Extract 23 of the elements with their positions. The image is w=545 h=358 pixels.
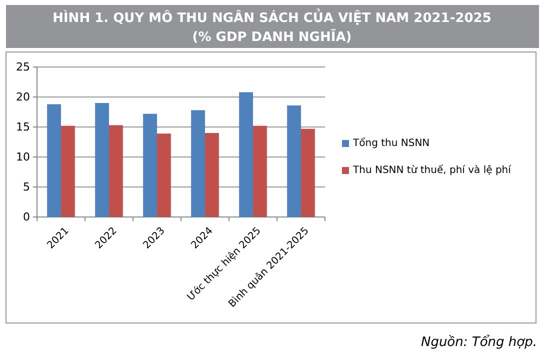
y-tick-label: 10	[16, 150, 30, 164]
bar	[143, 114, 157, 217]
bar	[109, 125, 123, 217]
bar	[253, 126, 267, 217]
bar	[47, 104, 61, 217]
bar	[157, 134, 171, 217]
y-tick-label: 15	[16, 120, 30, 134]
bar	[205, 133, 219, 217]
chart-subtitle: (% GDP DANH NGHĨA)	[192, 28, 352, 45]
y-tick-label: 20	[16, 90, 30, 104]
text: Nguồn: Tổng hợp.	[420, 334, 537, 350]
bar	[95, 103, 109, 217]
bar	[239, 92, 253, 217]
legend-label: Thu NSNN từ thuế, phí và lệ phí	[352, 164, 512, 176]
y-tick-label: 25	[16, 60, 30, 74]
chart-title: HÌNH 1. QUY MÔ THU NGÂN SÁCH CỦA VIỆT NAM 2021-2025	[52, 8, 492, 26]
bar	[191, 110, 205, 217]
legend-label: Tổng thu NSNN	[352, 137, 430, 149]
y-tick-label: 5	[23, 180, 30, 194]
bar	[287, 105, 301, 217]
y-tick-label: 0	[23, 210, 30, 224]
bar	[301, 128, 315, 217]
bar	[61, 126, 75, 217]
